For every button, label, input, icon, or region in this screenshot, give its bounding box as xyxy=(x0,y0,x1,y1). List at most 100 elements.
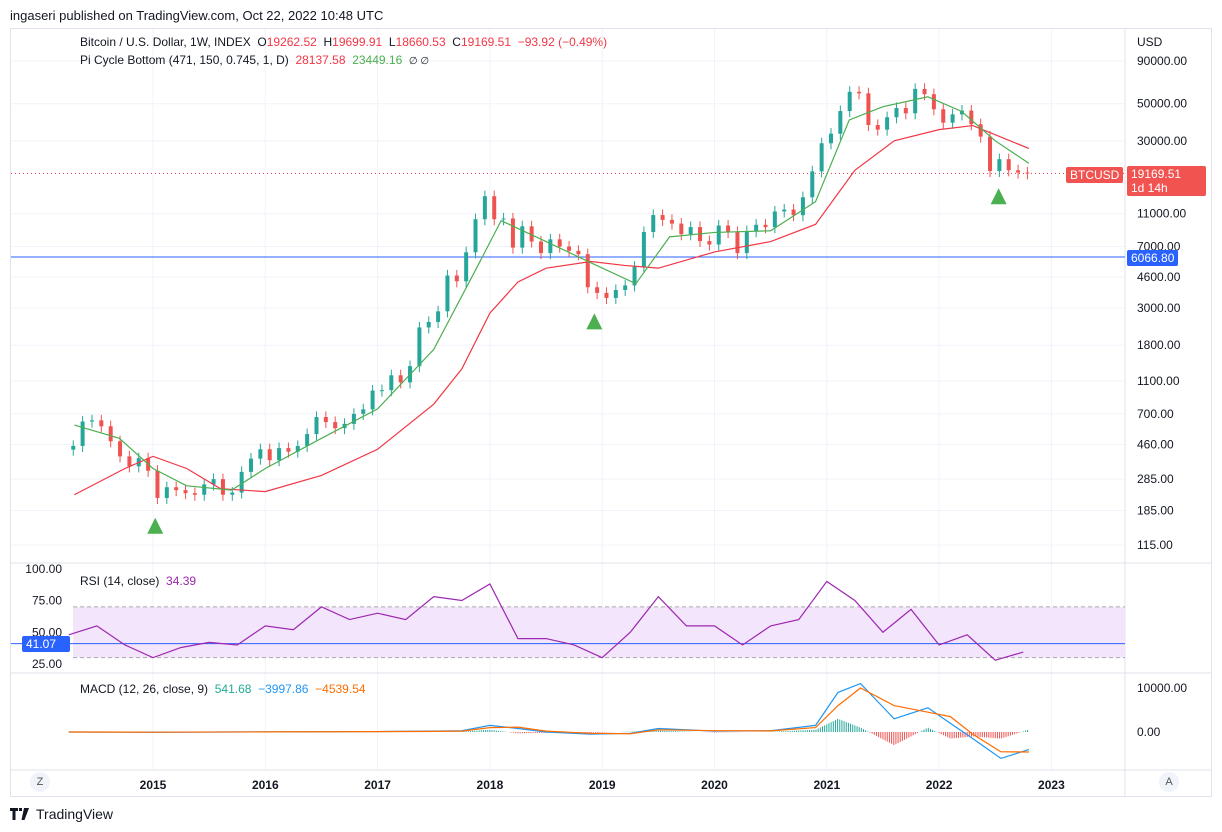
candle-body xyxy=(576,250,581,255)
grid xyxy=(11,29,1211,797)
candle-body xyxy=(445,275,450,312)
macd-name[interactable]: MACD (12, 26, close, 9) xyxy=(80,682,209,696)
candle-body xyxy=(295,445,300,452)
candle-body xyxy=(305,434,310,446)
last-price-label: 19169.51 1d 14h xyxy=(1127,166,1206,196)
pi-cycle-red-line xyxy=(74,124,1030,496)
time-tick-label: 2020 xyxy=(701,778,728,792)
candle-body xyxy=(604,292,609,298)
candle-body xyxy=(351,413,356,424)
candle-body xyxy=(473,219,478,253)
candle-body xyxy=(548,239,553,254)
indicator-value-1: 28137.58 xyxy=(295,53,346,67)
candle-body xyxy=(1016,170,1021,173)
candle-body xyxy=(155,470,160,498)
candle-body xyxy=(1025,172,1030,174)
candle-body xyxy=(389,375,394,391)
candle-body xyxy=(211,479,216,485)
indicator-legend: Pi Cycle Bottom (471, 150, 0.745, 1, D) … xyxy=(80,53,429,67)
candle-body xyxy=(875,124,880,130)
candle-body xyxy=(585,254,590,288)
price-tick-label: 185.00 xyxy=(1137,504,1174,518)
na-icons: ∅ ∅ xyxy=(408,56,430,67)
time-tick-label: 2015 xyxy=(140,778,167,792)
price-tick-label: 30000.00 xyxy=(1137,134,1187,148)
macd-tick-label: 10000.00 xyxy=(1137,681,1187,695)
rsi-name[interactable]: RSI (14, close) xyxy=(80,574,160,588)
price-tick-label: 1800.00 xyxy=(1137,338,1181,352)
macd-tick-label: 0.00 xyxy=(1137,725,1161,739)
candle-body xyxy=(744,231,749,254)
candle-body xyxy=(464,252,469,282)
price-pane xyxy=(11,83,1125,534)
timezone-button[interactable]: Z xyxy=(30,772,50,792)
candle-body xyxy=(529,226,534,242)
candle-body xyxy=(333,422,338,429)
open-label: O xyxy=(257,35,267,49)
time-tick-label: 2019 xyxy=(589,778,616,792)
rsi-tick-label: 75.00 xyxy=(32,594,62,608)
pi-cycle-green-line xyxy=(74,96,1030,491)
candle-body xyxy=(688,227,693,235)
symbol-name[interactable]: Bitcoin / U.S. Dollar, 1W, INDEX xyxy=(80,35,251,49)
candle-body xyxy=(417,327,422,367)
symbol-legend: Bitcoin / U.S. Dollar, 1W, INDEX O19262.… xyxy=(80,35,607,49)
time-tick-label: 2017 xyxy=(364,778,391,792)
candle-body xyxy=(277,448,282,461)
candle-body xyxy=(557,239,562,247)
candle-body xyxy=(510,218,515,248)
candle-body xyxy=(988,136,993,172)
bottom-signal-triangle xyxy=(990,188,1007,205)
candle-body xyxy=(969,110,974,125)
tradingview-logo[interactable]: TradingView xyxy=(10,806,113,822)
candle-body xyxy=(174,487,179,491)
indicator-name[interactable]: Pi Cycle Bottom (471, 150, 0.745, 1, D) xyxy=(80,53,289,67)
price-tick-label: 460.00 xyxy=(1137,437,1174,451)
candle-body xyxy=(258,449,263,459)
candle-body xyxy=(230,492,235,495)
rsi-pane xyxy=(11,580,1125,661)
candle-body xyxy=(857,91,862,94)
rsi-tick-label: 50.00 xyxy=(32,625,62,639)
candle-body xyxy=(361,409,366,414)
time-tick-label: 2021 xyxy=(813,778,840,792)
candle-body xyxy=(108,426,113,442)
hline-price-label[interactable]: 6066.80 xyxy=(1127,250,1179,266)
rsi-hline-label[interactable]: 41.07 xyxy=(22,636,70,652)
candle-body xyxy=(314,417,319,435)
chart-frame xyxy=(10,28,1212,797)
symbol-price-tag: BTCUSD xyxy=(1066,167,1124,183)
candle-body xyxy=(436,311,441,322)
rsi-value: 34.39 xyxy=(166,574,197,588)
price-tick-label: 90000.00 xyxy=(1137,54,1187,68)
price-tick-label: 1100.00 xyxy=(1137,374,1180,388)
candle-body xyxy=(249,458,254,472)
candle-body xyxy=(183,490,188,494)
candle-body xyxy=(707,241,712,245)
candle-body xyxy=(810,171,815,198)
candle-body xyxy=(632,266,637,286)
candle-body xyxy=(913,88,918,114)
rsi-tick-label: 25.00 xyxy=(32,657,62,671)
bottom-signal-triangle xyxy=(586,313,603,330)
candle-body xyxy=(641,232,646,267)
candle-body xyxy=(454,275,459,282)
candle-body xyxy=(492,196,497,220)
candle-body xyxy=(651,215,656,233)
candle-body xyxy=(819,143,824,172)
candle-body xyxy=(669,219,674,224)
candle-body xyxy=(903,108,908,114)
candle-body xyxy=(127,456,132,467)
price-tick-label: 11000.00 xyxy=(1137,207,1186,221)
change-value: −93.92 (−0.49%) xyxy=(517,35,608,49)
candle-body xyxy=(164,487,169,498)
candle-body xyxy=(567,246,572,251)
candle-body xyxy=(931,94,936,110)
price-tick-label: 3000.00 xyxy=(1137,301,1181,315)
candle-body xyxy=(660,215,665,220)
candle-body xyxy=(885,117,890,130)
candle-body xyxy=(398,375,403,383)
candle-body xyxy=(118,441,123,457)
auto-scale-button[interactable]: A xyxy=(1159,772,1179,792)
